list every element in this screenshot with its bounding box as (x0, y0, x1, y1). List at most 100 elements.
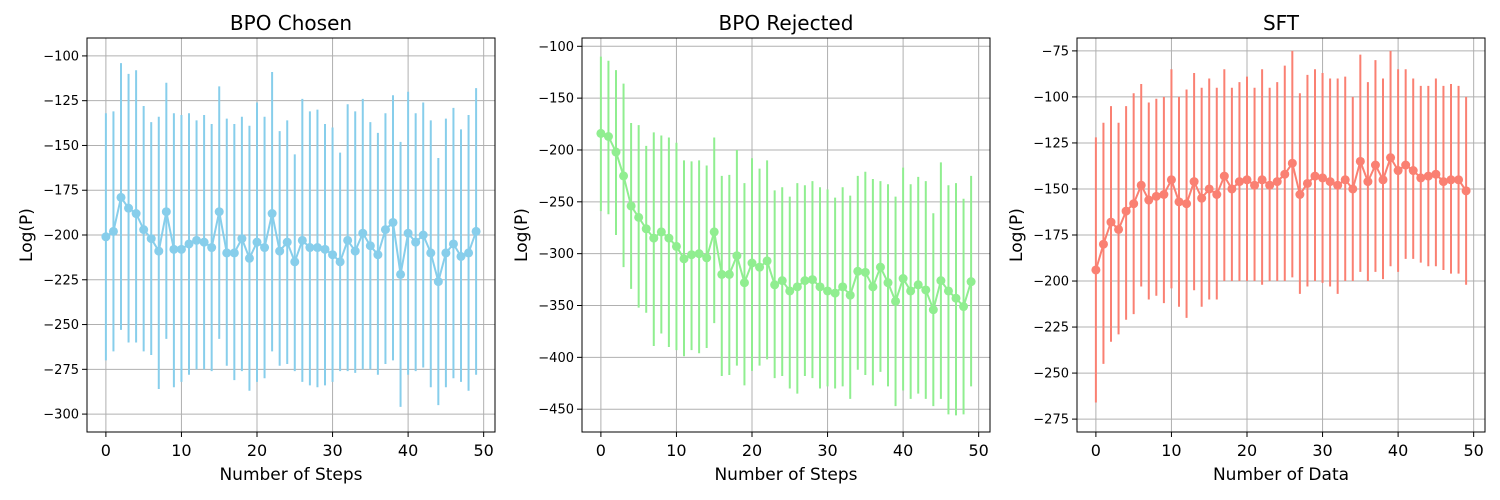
data-point (1431, 169, 1441, 179)
data-point (898, 274, 908, 284)
data-point (297, 235, 307, 245)
data-point (343, 235, 353, 245)
data-point (161, 207, 171, 217)
data-point (1166, 175, 1176, 185)
data-point (441, 248, 451, 258)
data-point (1212, 189, 1222, 199)
data-point (396, 269, 406, 279)
data-point (845, 290, 855, 300)
data-point (770, 280, 780, 290)
data-point (1386, 153, 1396, 163)
data-point (1325, 177, 1335, 187)
data-point (1340, 175, 1350, 185)
y-tick-label: −125 (43, 94, 79, 109)
data-point (1250, 180, 1260, 190)
data-point (1204, 184, 1214, 194)
data-point (1295, 189, 1305, 199)
data-point (891, 296, 901, 306)
x-tick-label: 20 (1237, 441, 1257, 460)
data-point (290, 257, 300, 267)
data-point (1098, 239, 1108, 249)
data-point (146, 234, 156, 244)
data-point (1197, 193, 1207, 203)
data-point (1136, 180, 1146, 190)
data-point (433, 277, 443, 287)
data-point (1333, 180, 1343, 190)
chart-title: BPO Rejected (719, 11, 854, 35)
y-tick-label: −275 (1033, 413, 1069, 428)
data-point (1129, 199, 1139, 209)
data-point (1302, 178, 1312, 188)
y-tick-label: −200 (538, 143, 574, 158)
data-point (936, 276, 946, 286)
data-point (792, 282, 802, 292)
data-point (418, 230, 428, 240)
data-point (1151, 191, 1161, 201)
data-point (328, 250, 338, 260)
data-point (1091, 265, 1101, 275)
data-point (411, 237, 421, 247)
data-point (739, 278, 749, 288)
data-point (456, 251, 466, 261)
data-point (426, 248, 436, 258)
data-point (1121, 206, 1131, 216)
data-point (312, 243, 322, 253)
y-tick-label: −200 (1033, 275, 1069, 290)
data-point (860, 267, 870, 277)
data-point (403, 228, 413, 238)
x-tick-label: 50 (1463, 441, 1483, 460)
data-point (252, 237, 262, 247)
data-point (868, 282, 878, 292)
data-point (906, 286, 916, 296)
x-axis-label: Number of Steps (714, 465, 857, 485)
panel-2: 0 10 20 30 40 50 −450 −400 −350 −300 −250 −200 −150 −… (512, 11, 991, 485)
data-point (305, 243, 315, 253)
y-tick-label: −125 (1033, 136, 1069, 151)
data-point (596, 128, 606, 138)
data-point (358, 228, 368, 238)
data-point (222, 248, 232, 258)
data-point (702, 253, 712, 263)
data-point (913, 280, 923, 290)
data-point (800, 276, 810, 286)
data-point (709, 227, 719, 237)
data-point (679, 254, 689, 264)
data-point (184, 239, 194, 249)
data-point (275, 246, 285, 256)
data-point (448, 239, 458, 249)
data-point (785, 286, 795, 296)
data-point (1265, 180, 1275, 190)
data-point (619, 171, 629, 181)
data-point (1114, 224, 1124, 234)
data-point (959, 302, 969, 312)
y-tick-label: −250 (538, 195, 574, 210)
data-point (1454, 175, 1464, 185)
data-point (1438, 177, 1448, 187)
data-point (101, 232, 111, 242)
data-point (603, 132, 613, 141)
x-tick-label: 40 (398, 441, 418, 460)
data-point (176, 244, 186, 254)
data-point (966, 277, 976, 287)
data-point (656, 227, 666, 237)
data-point (883, 278, 893, 288)
data-point (1144, 195, 1154, 205)
y-tick-label: −250 (1033, 367, 1069, 382)
y-tick-label: −225 (43, 273, 79, 288)
data-point (169, 244, 179, 254)
data-point (634, 212, 644, 222)
x-tick-label: 10 (1161, 441, 1181, 460)
chart-title: SFT (1263, 11, 1300, 35)
data-point (108, 226, 118, 236)
y-tick-label: −450 (538, 403, 574, 418)
y-axis-label: Log(P) (17, 208, 37, 262)
data-point (1370, 160, 1380, 170)
data-point (1393, 166, 1403, 176)
panel-3: 0 10 20 30 40 50 −275 −250 −225 −200 −175 −150 −125 −… (1007, 11, 1486, 485)
data-point (380, 225, 390, 235)
data-point (199, 237, 209, 247)
data-point (1219, 171, 1229, 181)
data-point (1182, 199, 1192, 209)
data-point (807, 275, 817, 285)
